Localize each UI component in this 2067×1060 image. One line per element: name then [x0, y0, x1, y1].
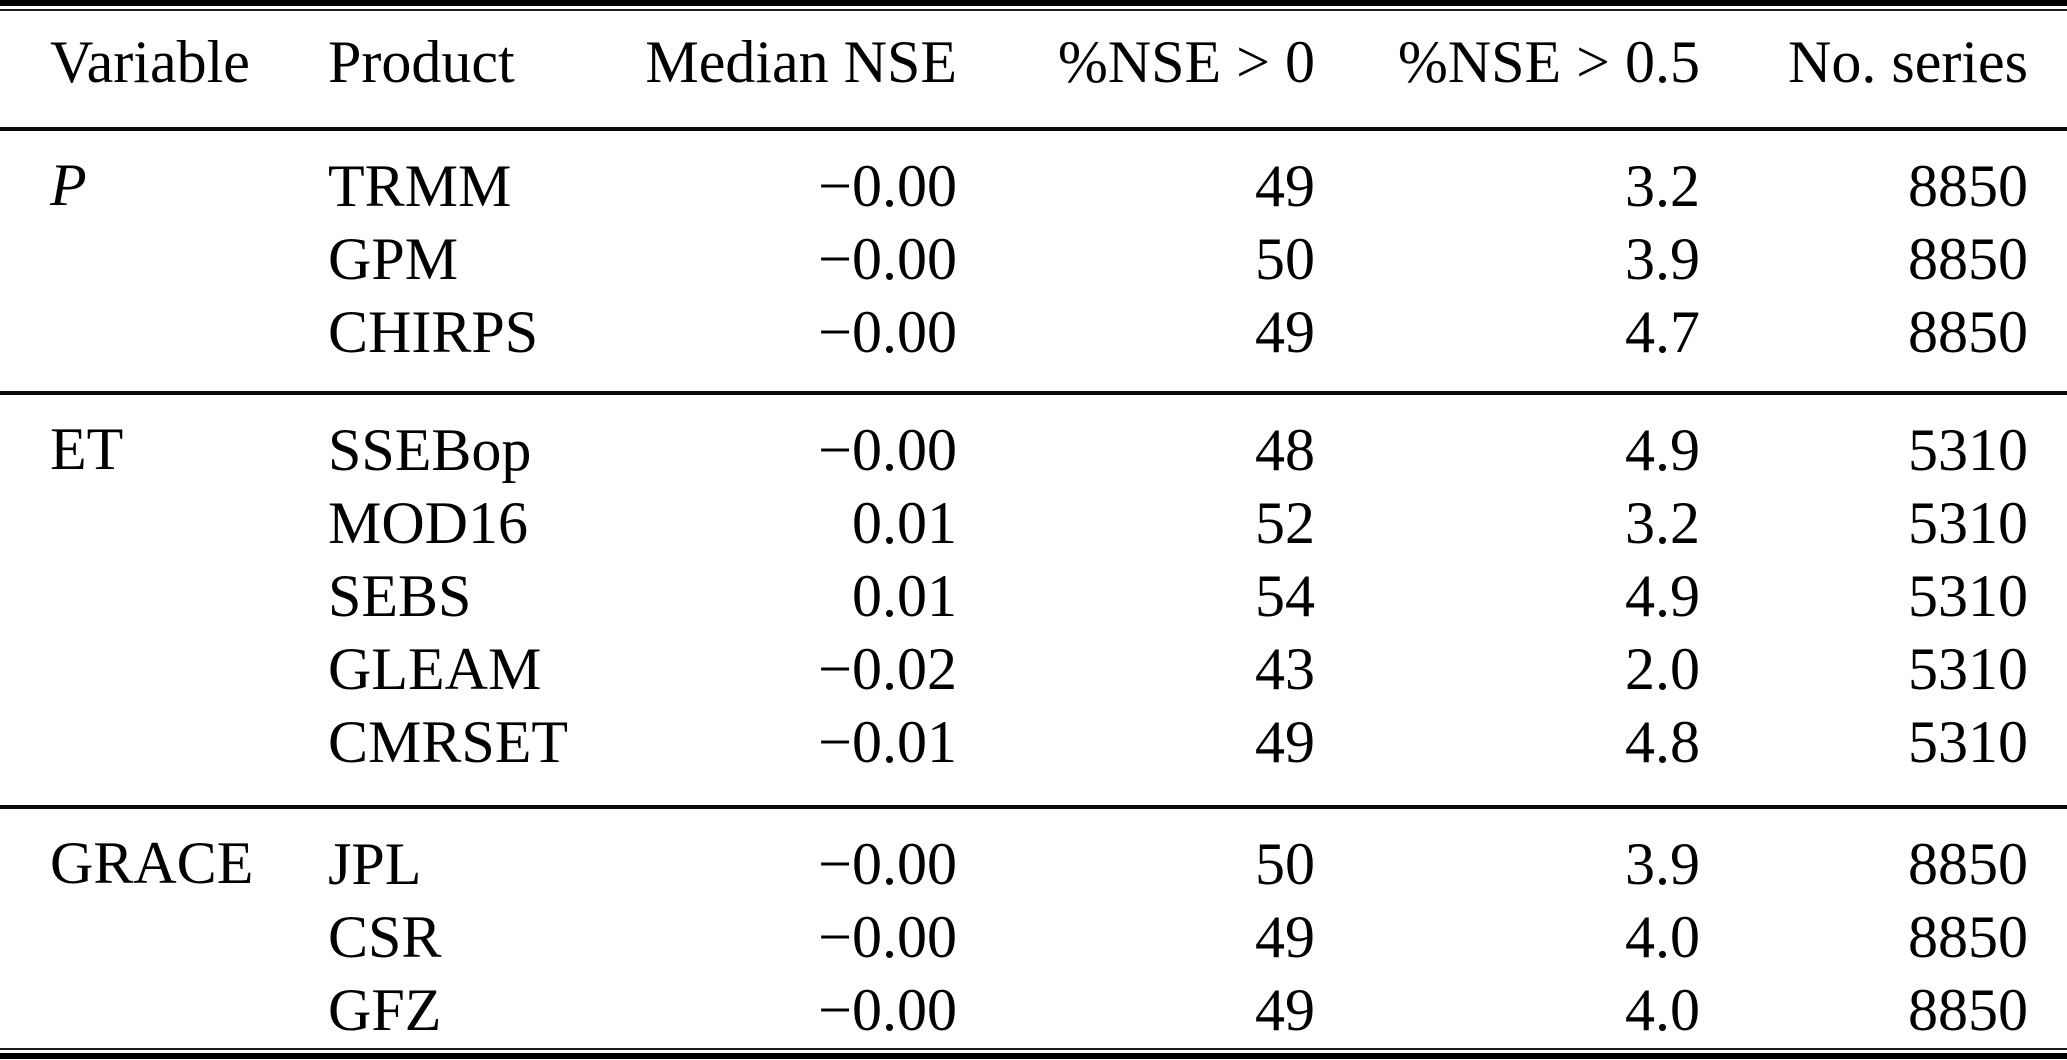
pct-nse-gt05-cell: 4.9	[1625, 416, 1700, 483]
table-row: GPM −0.00 50 3.9 8850	[0, 222, 2067, 295]
median-nse-cell: −0.01	[818, 708, 957, 775]
pct-nse-gt0-cell: 43	[1255, 635, 1315, 702]
pct-nse-gt0-cell: 49	[1255, 708, 1315, 775]
pct-nse-gt05-cell: 4.0	[1625, 976, 1700, 1043]
pct-nse-gt05-cell: 3.9	[1625, 225, 1700, 292]
pct-nse-gt05-cell: 3.2	[1625, 489, 1700, 556]
variable-cell: ET	[50, 416, 124, 482]
median-nse-cell: 0.01	[852, 562, 957, 629]
pct-nse-gt0-cell: 48	[1255, 416, 1315, 483]
column-header-product: Product	[328, 11, 600, 131]
pct-nse-gt0-cell: 49	[1255, 976, 1315, 1043]
pct-nse-gt05-cell: 3.2	[1625, 152, 1700, 219]
table-row: ET SSEBop −0.00 48 4.9 5310	[0, 393, 2067, 486]
pct-nse-gt05-cell: 4.0	[1625, 903, 1700, 970]
no-series-cell: 5310	[1908, 708, 2028, 775]
table-top-rule-thin	[0, 9, 2067, 11]
table-bottom-rule-thick	[0, 1053, 2067, 1059]
group-grace: GRACE JPL −0.00 50 3.9 8850 CSR −0.00 49…	[0, 807, 2067, 1060]
table-header: Variable Product Median NSE %NSE > 0 %NS…	[0, 11, 2067, 131]
group-et: ET SSEBop −0.00 48 4.9 5310 MOD16 0.01 5…	[0, 393, 2067, 807]
table-bottom-rule-thin	[0, 1048, 2067, 1050]
product-cell: GFZ	[328, 976, 442, 1043]
pct-nse-gt0-cell: 50	[1255, 225, 1315, 292]
table-row: P TRMM −0.00 49 3.2 8850	[0, 129, 2067, 222]
product-cell: MOD16	[328, 489, 529, 556]
no-series-cell: 8850	[1908, 830, 2028, 897]
pct-nse-gt0-cell: 54	[1255, 562, 1315, 629]
group-p: P TRMM −0.00 49 3.2 8850 GPM −0.00 50 3.…	[0, 129, 2067, 393]
table-row: GFZ −0.00 49 4.0 8850	[0, 973, 2067, 1060]
nse-summary-table: Variable Product Median NSE %NSE > 0 %NS…	[0, 11, 2067, 1060]
table-row: SEBS 0.01 54 4.9 5310	[0, 559, 2067, 632]
product-cell: SEBS	[328, 562, 472, 629]
pct-nse-gt05-cell: 4.7	[1625, 298, 1700, 365]
no-series-cell: 8850	[1908, 976, 2028, 1043]
column-header-variable: Variable	[0, 11, 328, 131]
no-series-cell: 5310	[1908, 635, 2028, 702]
pct-nse-gt0-cell: 49	[1255, 298, 1315, 365]
pct-nse-gt0-cell: 49	[1255, 152, 1315, 219]
median-nse-cell: −0.00	[818, 903, 957, 970]
median-nse-cell: 0.01	[852, 489, 957, 556]
table-row: CMRSET −0.01 49 4.8 5310	[0, 705, 2067, 807]
pct-nse-gt0-cell: 49	[1255, 903, 1315, 970]
product-cell: TRMM	[328, 152, 512, 219]
product-cell: SSEBop	[328, 416, 532, 483]
no-series-cell: 8850	[1908, 298, 2028, 365]
table-row: MOD16 0.01 52 3.2 5310	[0, 486, 2067, 559]
no-series-cell: 8850	[1908, 225, 2028, 292]
pct-nse-gt05-cell: 4.8	[1625, 708, 1700, 775]
column-header-median-nse: Median NSE	[600, 11, 957, 131]
median-nse-cell: −0.00	[818, 976, 957, 1043]
median-nse-cell: −0.00	[818, 152, 957, 219]
no-series-cell: 8850	[1908, 903, 2028, 970]
product-cell: JPL	[328, 830, 422, 897]
table-top-rule-thick	[0, 0, 2067, 6]
product-cell: CMRSET	[328, 708, 569, 775]
product-cell: CHIRPS	[328, 298, 539, 365]
no-series-cell: 8850	[1908, 152, 2028, 219]
median-nse-cell: −0.00	[818, 298, 957, 365]
column-header-pct-nse-gt0: %NSE > 0	[957, 11, 1315, 131]
median-nse-cell: −0.02	[818, 635, 957, 702]
table-row: GRACE JPL −0.00 50 3.9 8850	[0, 807, 2067, 900]
variable-cell: P	[50, 152, 87, 218]
table-row: GLEAM −0.02 43 2.0 5310	[0, 632, 2067, 705]
product-cell: GLEAM	[328, 635, 542, 702]
product-cell: GPM	[328, 225, 459, 292]
pct-nse-gt05-cell: 4.9	[1625, 562, 1700, 629]
table-row: CSR −0.00 49 4.0 8850	[0, 900, 2067, 973]
median-nse-cell: −0.00	[818, 416, 957, 483]
no-series-cell: 5310	[1908, 489, 2028, 556]
column-header-no-series: No. series	[1700, 11, 2067, 131]
product-cell: CSR	[328, 903, 442, 970]
pct-nse-gt05-cell: 2.0	[1625, 635, 1700, 702]
table-row: CHIRPS −0.00 49 4.7 8850	[0, 295, 2067, 393]
pct-nse-gt0-cell: 50	[1255, 830, 1315, 897]
no-series-cell: 5310	[1908, 416, 2028, 483]
column-header-pct-nse-gt05: %NSE > 0.5	[1315, 11, 1700, 131]
header-row: Variable Product Median NSE %NSE > 0 %NS…	[0, 11, 2067, 131]
median-nse-cell: −0.00	[818, 225, 957, 292]
pct-nse-gt0-cell: 52	[1255, 489, 1315, 556]
pct-nse-gt05-cell: 3.9	[1625, 830, 1700, 897]
variable-cell: GRACE	[50, 830, 254, 896]
no-series-cell: 5310	[1908, 562, 2028, 629]
median-nse-cell: −0.00	[818, 830, 957, 897]
